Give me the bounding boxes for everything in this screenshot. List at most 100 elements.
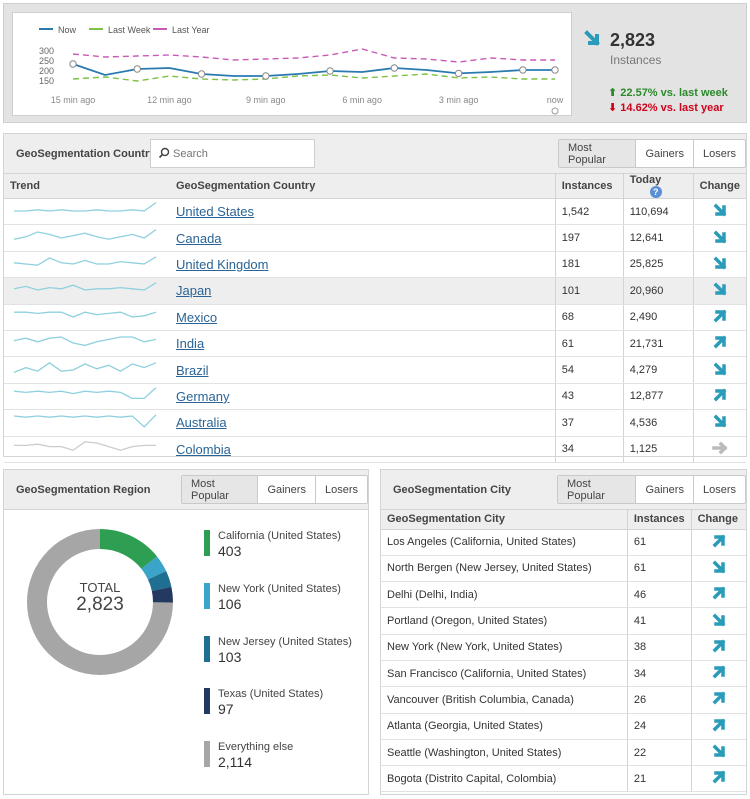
table-row[interactable]: Vancouver (British Columbia, Canada) 26	[381, 686, 746, 714]
today-cell: 12,641	[622, 224, 694, 252]
series-line	[72, 63, 555, 77]
trend-down-icon	[712, 560, 726, 574]
data-point[interactable]	[551, 66, 559, 74]
data-point[interactable]	[326, 67, 334, 75]
col-today-label: Today	[629, 174, 662, 186]
today-cell: 110,694	[622, 198, 694, 226]
table-row[interactable]: Seattle (Washington, United States) 22	[381, 739, 746, 767]
country-link[interactable]: India	[175, 336, 205, 352]
vs-last-week: ⬆ 22.57% vs. last week	[608, 86, 728, 99]
tab-gainers[interactable]: Gainers	[257, 476, 315, 503]
trend-down-icon	[713, 282, 727, 296]
country-link[interactable]: United States	[175, 204, 255, 220]
change-cell	[692, 277, 746, 305]
legend-swatch	[204, 583, 210, 609]
table-row[interactable]: Los Angeles (California, United States) 6…	[381, 529, 746, 556]
total-instances: 2,823	[610, 30, 656, 50]
data-point[interactable]	[133, 65, 141, 73]
table-row[interactable]: Australia 37 4,536	[4, 409, 746, 437]
tab-losers[interactable]: Losers	[692, 476, 745, 503]
donut-slice[interactable]	[151, 586, 173, 603]
country-cell: United States	[169, 198, 556, 226]
country-link[interactable]: Mexico	[175, 309, 218, 325]
trend-up-icon	[712, 691, 726, 705]
change-cell	[690, 529, 746, 556]
table-row[interactable]: Brazil 54 4,279	[4, 356, 746, 384]
change-cell	[690, 686, 746, 714]
table-row[interactable]: North Bergen (New Jersey, United States)…	[381, 555, 746, 583]
country-cell: Colombia	[169, 436, 556, 463]
country-cell: Japan	[169, 277, 556, 305]
donut-slice[interactable]	[141, 556, 167, 580]
legend-value: 97	[218, 701, 234, 717]
country-link[interactable]: Canada	[175, 230, 222, 246]
country-link[interactable]: Germany	[175, 388, 230, 404]
today-cell: 2,490	[622, 304, 694, 331]
country-link[interactable]: Japan	[175, 283, 212, 299]
tab-most-popular[interactable]: Most Popular	[182, 476, 258, 503]
search-box[interactable]	[150, 139, 315, 168]
tab-gainers[interactable]: Gainers	[635, 476, 693, 503]
data-point[interactable]	[519, 66, 527, 74]
table-row[interactable]: New York (New York, United States) 38	[381, 634, 746, 661]
col-trend: Trend	[4, 174, 170, 199]
instances-cell: 26	[626, 686, 692, 714]
table-row[interactable]: India 61 21,731	[4, 330, 746, 358]
data-point[interactable]	[454, 69, 463, 78]
city-title: GeoSegmentation City	[393, 484, 511, 496]
search-input[interactable]	[173, 145, 308, 163]
data-point[interactable]	[197, 70, 206, 78]
table-row[interactable]: United States 1,542 110,694	[4, 198, 746, 226]
table-row[interactable]: Colombia 34 1,125	[4, 436, 746, 463]
sparkline	[14, 311, 157, 318]
table-row[interactable]: Bogota (Distrito Capital, Colombia) 21	[381, 765, 746, 793]
trend-down-icon	[713, 230, 727, 244]
table-row[interactable]: Canada 197 12,641	[4, 224, 746, 252]
country-link[interactable]: Australia	[175, 415, 227, 431]
data-point[interactable]	[262, 72, 270, 80]
table-row[interactable]: Japan 101 20,960	[4, 277, 746, 305]
sparkline	[13, 228, 157, 240]
table-row[interactable]: Delhi (Delhi, India) 46	[381, 581, 746, 609]
country-link[interactable]: Brazil	[175, 362, 209, 378]
col-country: GeoSegmentation Country	[169, 174, 556, 199]
tab-most-popular[interactable]: Most Popular	[558, 476, 636, 503]
city-cell: New York (New York, United States)	[381, 634, 628, 661]
country-tabs: Most Popular Gainers Losers	[558, 139, 746, 168]
trend-cell	[4, 224, 170, 252]
tab-gainers[interactable]: Gainers	[635, 140, 693, 167]
change-cell	[692, 409, 746, 437]
donut-slice[interactable]	[147, 571, 172, 592]
table-row[interactable]: Atlanta (Georgia, United States) 24	[381, 713, 746, 740]
table-row[interactable]: Mexico 68 2,490	[4, 304, 746, 331]
tab-losers[interactable]: Losers	[692, 140, 745, 167]
table-row[interactable]: San Francisco (California, United States…	[381, 660, 746, 688]
donut-slice[interactable]	[27, 529, 173, 675]
y-tick-label: 300	[39, 46, 54, 56]
tab-losers[interactable]: Losers	[314, 476, 367, 503]
tab-most-popular[interactable]: Most Popular	[559, 140, 636, 167]
country-link[interactable]: United Kingdom	[175, 256, 269, 272]
data-point[interactable]	[390, 64, 399, 72]
donut-slice[interactable]	[99, 529, 158, 570]
city-cell: Los Angeles (California, United States)	[381, 529, 628, 556]
trend-up-icon	[712, 534, 726, 548]
table-row[interactable]: United Kingdom 181 25,825	[4, 251, 746, 279]
country-cell: United Kingdom	[169, 251, 556, 279]
col-change: Change	[692, 174, 746, 199]
col-instances: Instances	[554, 174, 624, 199]
data-point[interactable]	[69, 60, 77, 68]
country-link[interactable]: Colombia	[175, 441, 231, 457]
sparkline	[13, 387, 157, 399]
table-row[interactable]: Portland (Oregon, United States) 41	[381, 607, 746, 635]
instances-cell: 101	[554, 277, 624, 305]
instances-label: Instances	[610, 53, 662, 67]
trend-cell	[4, 409, 170, 437]
change-cell	[690, 634, 746, 661]
table-row[interactable]: Germany 43 12,877	[4, 383, 746, 411]
help-icon[interactable]: ?	[649, 186, 662, 198]
city-cell: Seattle (Washington, United States)	[381, 739, 628, 767]
trend-up-icon	[712, 665, 726, 679]
x-tick-label: 9 min ago	[246, 95, 286, 105]
